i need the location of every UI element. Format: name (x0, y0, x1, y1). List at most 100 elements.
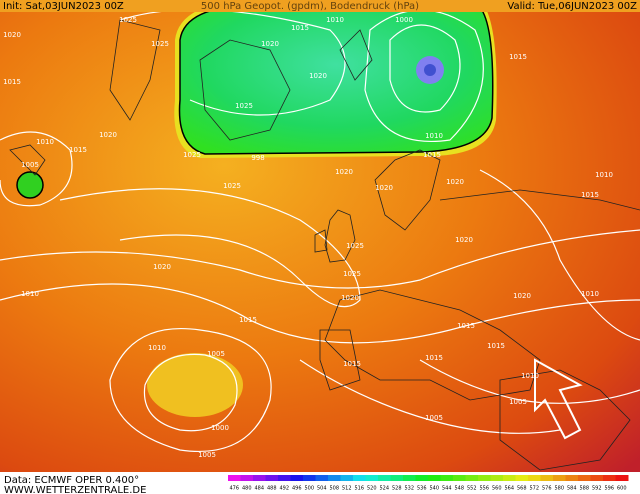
colorbar-swatch (365, 475, 379, 481)
isobar-label: 1025 (151, 40, 169, 48)
colorbar-swatch (278, 475, 291, 481)
isobar-label: 1020 (455, 236, 473, 244)
isobar-label: 1025 (346, 242, 364, 250)
isobar-label: 1020 (3, 31, 21, 39)
isobar-label: 1025 (223, 182, 241, 190)
header-bar (0, 0, 640, 12)
isobar-label: 1015 (423, 151, 441, 159)
colorbar-label: 508 (329, 486, 339, 492)
colorbar-label: 532 (404, 486, 414, 492)
isobar-label: 1020 (375, 184, 393, 192)
colorbar-swatch (265, 475, 279, 481)
colorbar-swatch (353, 475, 366, 481)
colorbar-label: 556 (479, 486, 489, 492)
colorbar-label: 600 (617, 486, 627, 492)
colorbar-swatch (478, 475, 491, 481)
colorbar-swatch (415, 475, 429, 481)
isobar-label: 1010 (425, 132, 443, 140)
colorbar-label: 484 (254, 486, 264, 492)
colorbar-swatch (290, 475, 304, 481)
init-time: Init: Sat,03JUN2023 00Z (3, 1, 124, 12)
colorbar-swatch (465, 475, 479, 481)
colorbar-label: 596 (604, 486, 614, 492)
colorbar-label: 492 (279, 486, 289, 492)
isobar-label: 1020 (153, 263, 171, 271)
colorbar-swatch (403, 475, 416, 481)
colorbar-label: 540 (429, 486, 439, 492)
colorbar-swatch (253, 475, 266, 481)
colorbar-swatch (228, 475, 241, 481)
isobar-label: 1010 (148, 344, 166, 352)
isobar-label: 1025 (183, 151, 201, 159)
small-low (16, 171, 44, 199)
isobar-label: 1010 (581, 290, 599, 298)
isobar-label: 1015 (487, 342, 505, 350)
colorbar-label: 580 (554, 486, 564, 492)
isobar-label: 1020 (309, 72, 327, 80)
colorbar-label: 524 (379, 486, 389, 492)
isobar-label: 1015 (581, 191, 599, 199)
colorbar-swatch (315, 475, 329, 481)
colorbar-label: 528 (392, 486, 402, 492)
colorbar-label: 592 (592, 486, 602, 492)
isobar-label: 1010 (326, 16, 344, 24)
isobar-label: 1025 (235, 102, 253, 110)
colorbar-swatch (615, 475, 629, 481)
map-title: 500 hPa Geopot. (gpdm), Bodendruck (hPa) (201, 1, 419, 12)
isobar-label: 1010 (36, 138, 54, 146)
isobar-label: 1005 (198, 451, 216, 459)
colorbar-label: 480 (242, 486, 252, 492)
colorbar-swatch (440, 475, 454, 481)
colorbar: 476 480 484 488 492 496 500 504 508 512 516 520 524 5… (228, 475, 629, 492)
isobar-label: 1020 (335, 168, 353, 176)
isobar-label: 1025 (119, 16, 137, 24)
colorbar-swatch (503, 475, 516, 481)
colorbar-swatch (540, 475, 554, 481)
isobar-label: 1020 (99, 131, 117, 139)
colorbar-label: 504 (317, 486, 327, 492)
colorbar-swatch (378, 475, 391, 481)
colorbar-label: 544 (442, 486, 452, 492)
coastlines (9, 19, 640, 471)
colorbar-label: 588 (579, 486, 589, 492)
colorbar-swatch (565, 475, 579, 481)
colorbar-swatch (603, 475, 616, 481)
isobar-label: 1005 (21, 161, 39, 169)
colorbar-label: 496 (292, 486, 302, 492)
colorbar-swatch (240, 475, 254, 481)
colorbar-label: 560 (492, 486, 502, 492)
isobar-label: 1015 (69, 146, 87, 154)
colorbar-label: 520 (367, 486, 377, 492)
isobar-label: 1025 (343, 270, 361, 278)
colorbar-label: 572 (529, 486, 539, 492)
colorbar-label: 536 (417, 486, 427, 492)
isobar-label: 998 (251, 154, 264, 162)
colorbar-label: 576 (542, 486, 552, 492)
colorbar-swatch (553, 475, 566, 481)
colorbar-label: 500 (304, 486, 314, 492)
isobar-labels: 1020 1015 1025 1025 1020 1015 1010 1000 1015 1020… (3, 16, 613, 459)
isobar-label: 1005 (425, 414, 443, 422)
colorbar-swatch (428, 475, 441, 481)
isobar-label: 1015 (3, 78, 21, 86)
colorbar-label: 488 (267, 486, 277, 492)
colorbar-swatch (490, 475, 504, 481)
colorbar-label: 568 (517, 486, 527, 492)
colorbar-swatch (340, 475, 354, 481)
colorbar-label: 548 (454, 486, 464, 492)
isobar-label: 1020 (446, 178, 464, 186)
low-core-inner (424, 64, 436, 76)
colorbar-swatch (453, 475, 466, 481)
colorbar-swatch (528, 475, 541, 481)
colorbar-label: 584 (567, 486, 577, 492)
isobar-label: 1005 (207, 350, 225, 358)
data-source: Data: ECMWF OPER 0.400° (4, 475, 139, 486)
low-geopotential-area (178, 4, 494, 155)
isobar-label: 1010 (21, 290, 39, 298)
colorbar-swatch (590, 475, 604, 481)
colorbar-swatch (515, 475, 529, 481)
isobar-label: 1015 (343, 360, 361, 368)
colorbar-label: 516 (354, 486, 364, 492)
arrow-overlay (534, 358, 583, 440)
